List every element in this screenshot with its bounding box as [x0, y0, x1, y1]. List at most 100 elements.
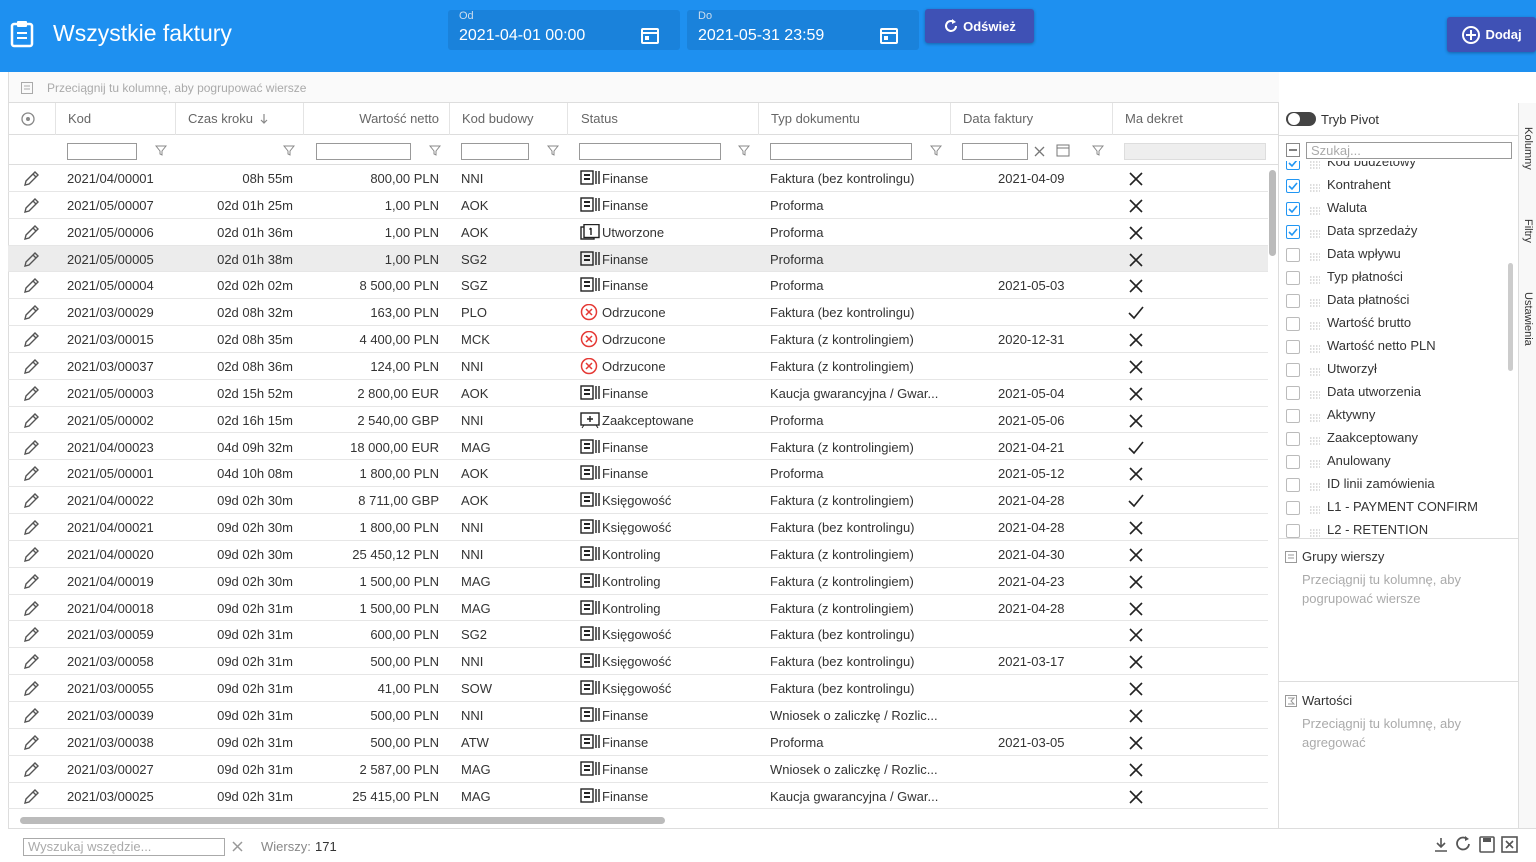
column-checkbox[interactable]: [1286, 271, 1300, 285]
check-icon-svg: [1128, 440, 1144, 454]
edit-icon-svg: [24, 412, 39, 428]
column-checkbox[interactable]: [1286, 432, 1300, 446]
column-header[interactable]: Kod budowy: [449, 103, 567, 135]
column-checkbox[interactable]: [1286, 225, 1300, 239]
grid-row[interactable]: [8, 487, 1268, 515]
grid-row[interactable]: [8, 165, 1268, 192]
status-text: Księgowość: [602, 493, 672, 509]
column-checkbox[interactable]: [1286, 478, 1300, 492]
edit-icon-svg: [24, 171, 39, 186]
column-header[interactable]: Data faktury: [950, 103, 1112, 135]
date-to[interactable]: Do 2021-05-31 23:59: [687, 10, 919, 50]
column-search[interactable]: Szukaj...: [1306, 142, 1512, 159]
column-header[interactable]: Wartość netto: [303, 103, 449, 135]
column-header[interactable]: Ma dekret: [1112, 103, 1278, 135]
column-checkbox[interactable]: [1286, 294, 1300, 308]
column-header[interactable]: Typ dokumentu: [758, 103, 950, 135]
grid-row[interactable]: [8, 219, 1268, 246]
column-checkbox[interactable]: [1286, 161, 1300, 170]
status-text: Finanse: [602, 171, 649, 186]
column-checkbox[interactable]: [1286, 409, 1300, 423]
status-icon-svg: [580, 760, 600, 776]
grid-row[interactable]: [8, 568, 1268, 595]
grid-row[interactable]: [8, 326, 1268, 353]
grid-row[interactable]: [8, 460, 1268, 488]
values-icon-svg: [1285, 695, 1297, 707]
status-icon: [580, 357, 602, 378]
drag-handle: [1309, 365, 1321, 380]
page-title: Wszystkie faktury: [53, 20, 232, 46]
net-value: 500,00 PLN: [370, 734, 439, 750]
grid-row[interactable]: [8, 621, 1268, 649]
grid-row[interactable]: [8, 541, 1268, 568]
cross-icon: [1128, 413, 1144, 432]
grid-row[interactable]: [8, 245, 1268, 273]
filter-input[interactable]: [770, 143, 912, 160]
side-tab[interactable]: Filtry: [1522, 219, 1534, 243]
values-title: Wartości: [1302, 693, 1353, 708]
status-icon-svg: [580, 411, 600, 428]
step-time: 09d 02h 31m: [217, 681, 293, 697]
column-checkbox[interactable]: [1286, 202, 1300, 216]
drag-handle-svg: [1310, 322, 1320, 330]
column-checkbox[interactable]: [1286, 455, 1300, 469]
drag-handle-svg: [1310, 414, 1320, 422]
drag-handle-svg: [1310, 437, 1320, 445]
column-header[interactable]: Kod: [55, 103, 175, 135]
grid-row[interactable]: [8, 299, 1268, 327]
grid-row[interactable]: [8, 702, 1268, 729]
grid-row[interactable]: [8, 595, 1268, 622]
grid-row[interactable]: [8, 272, 1268, 300]
edit-icon-svg: [24, 197, 39, 213]
column-checkbox[interactable]: [1286, 179, 1300, 193]
footer-tools[interactable]: [1432, 835, 1528, 855]
grid-row[interactable]: [8, 407, 1268, 434]
status-text: Finanse: [602, 439, 649, 455]
clear-icon[interactable]: [232, 841, 243, 852]
grid-row[interactable]: [8, 783, 1268, 810]
add-button[interactable]: Dodaj: [1447, 17, 1536, 52]
column-checkbox[interactable]: [1286, 501, 1300, 515]
grid-row[interactable]: [8, 648, 1268, 676]
refresh-button[interactable]: Odśwież: [925, 9, 1034, 43]
column-checkbox[interactable]: [1286, 317, 1300, 331]
column-header[interactable]: Czas kroku: [175, 103, 303, 135]
column-checkbox[interactable]: [1286, 363, 1300, 377]
column-header[interactable]: Status: [567, 103, 758, 135]
status-icon: [580, 626, 602, 646]
filter-input[interactable]: [316, 143, 411, 160]
doc-type: Proforma: [770, 412, 824, 428]
grid-row[interactable]: [8, 380, 1268, 407]
cross-icon-svg: [1129, 575, 1143, 589]
column-checkbox[interactable]: [1286, 340, 1300, 354]
column-checkbox[interactable]: [1286, 386, 1300, 400]
column-checkbox[interactable]: [1286, 248, 1300, 262]
doc-type: Faktura (bez kontrolingu): [770, 627, 915, 643]
grid-row[interactable]: [8, 192, 1268, 219]
grid-row[interactable]: [8, 729, 1268, 756]
cross-icon-svg: [1129, 709, 1143, 723]
status-icon-svg: [580, 546, 600, 561]
edit-icon: [22, 626, 40, 647]
column-checkbox[interactable]: [1286, 524, 1300, 538]
grid-row[interactable]: [8, 353, 1268, 380]
grid-row[interactable]: [8, 514, 1268, 541]
side-tab[interactable]: Kolumny: [1522, 127, 1534, 170]
filter-input[interactable]: [962, 143, 1028, 160]
filter-input[interactable]: [67, 143, 137, 160]
step-time: 02d 01h 36m: [217, 224, 293, 240]
global-search[interactable]: Wyszukaj wszędzie...: [23, 838, 225, 856]
side-tab[interactable]: Ustawienia: [1522, 292, 1534, 346]
grid-row[interactable]: [8, 756, 1268, 783]
filter-input[interactable]: [461, 143, 529, 160]
doc-type: Faktura (bez kontrolingu): [770, 520, 915, 536]
filter-input[interactable]: [579, 143, 721, 160]
date-from[interactable]: Od 2021-04-01 00:00: [448, 10, 680, 50]
grid-row[interactable]: [8, 434, 1268, 461]
status-text: Księgowość: [602, 627, 672, 643]
cross-icon: [1128, 171, 1144, 190]
filter-icon-svg: [154, 145, 168, 156]
grid-row[interactable]: [8, 675, 1268, 702]
side-header-line: [1279, 135, 1519, 136]
column-name: Wartość brutto: [1327, 315, 1412, 330]
